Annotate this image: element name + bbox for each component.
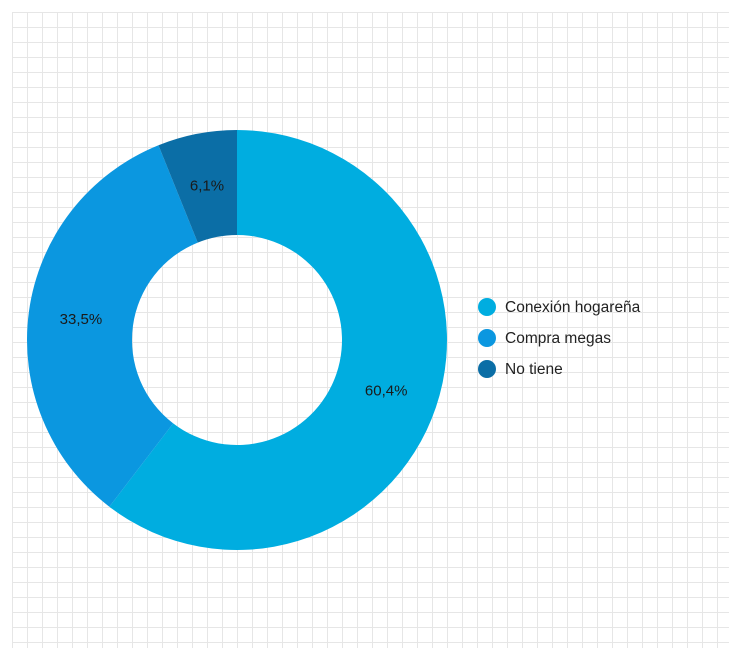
legend-label: Compra megas xyxy=(505,330,611,347)
legend-swatch xyxy=(478,360,496,378)
legend-swatch xyxy=(478,329,496,347)
slice-value-label: 6,1% xyxy=(190,177,224,194)
legend-item[interactable]: No tiene xyxy=(478,360,563,378)
legend-swatch xyxy=(478,298,496,316)
legend-label: Conexión hogareña xyxy=(505,299,641,316)
legend-label: No tiene xyxy=(505,361,563,378)
donut-slice-1[interactable] xyxy=(109,130,448,550)
slice-labels: 60,4% 33,5% 6,1% xyxy=(60,177,408,399)
donut-slice-3[interactable] xyxy=(158,130,237,243)
legend-item[interactable]: Conexión hogareña xyxy=(478,298,641,316)
legend-item[interactable]: Compra megas xyxy=(478,329,611,347)
slice-value-label: 33,5% xyxy=(60,311,103,328)
chart-legend: Conexión hogareña Compra megas No tiene xyxy=(478,298,641,378)
donut-slice-2[interactable] xyxy=(27,145,198,507)
donut-slices xyxy=(27,130,448,550)
slice-value-label: 60,4% xyxy=(365,383,408,400)
